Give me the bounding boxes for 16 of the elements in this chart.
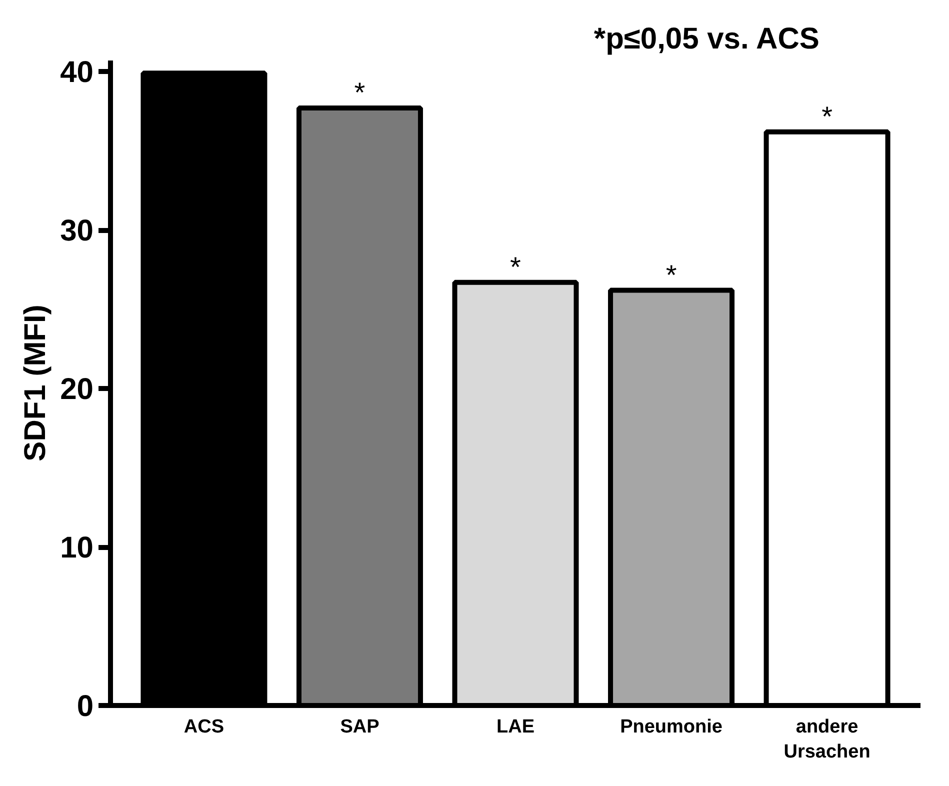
annotation: * xyxy=(510,251,522,282)
y-tick-label: 40 xyxy=(60,56,94,90)
x-tick-label: LAE xyxy=(496,716,534,738)
annotation: * xyxy=(354,77,366,108)
y-axis-title: SDF1 (MFI) xyxy=(19,304,52,462)
x-tick-label: ACS xyxy=(184,716,224,738)
y-tick-label: 20 xyxy=(60,373,94,406)
x-tick-label: SAP xyxy=(340,716,380,738)
x-tick-label: andere Ursachen xyxy=(784,716,870,763)
x-tick-label: Pneumonie xyxy=(620,716,722,738)
y-tick-label: 10 xyxy=(60,532,94,565)
annotation: * xyxy=(822,100,833,132)
y-tick-label: 30 xyxy=(60,214,94,248)
text: *p≤0,05 vs. ACS xyxy=(594,22,820,56)
annotation: * xyxy=(666,259,677,290)
y-tick-label: 0 xyxy=(76,690,94,723)
